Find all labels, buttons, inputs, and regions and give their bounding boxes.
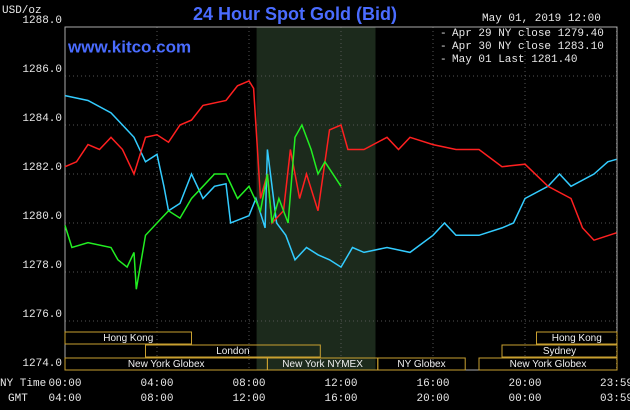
y-tick-label: 1278.0	[22, 260, 62, 272]
y-tick-label: 1274.0	[22, 358, 62, 370]
session-label: London	[216, 346, 249, 357]
x2-tick-label: 03:59	[600, 393, 630, 405]
legend-marker: -	[440, 41, 447, 53]
x2-tick-label: 12:00	[232, 393, 265, 405]
session-label: Hong Kong	[103, 333, 153, 344]
series-line	[64, 123, 342, 290]
x-tick-label: 16:00	[416, 378, 449, 390]
y-tick-label: 1276.0	[22, 309, 62, 321]
y-tick-label: 1288.0	[22, 15, 62, 27]
x-tick-label: 08:00	[232, 378, 265, 390]
x2-tick-label: 16:00	[324, 393, 357, 405]
session-label: New York NYMEX	[282, 359, 363, 370]
session-box	[377, 357, 466, 371]
legend-label: Apr 30 NY close 1283.10	[452, 41, 604, 53]
x2-tick-label: 08:00	[140, 393, 173, 405]
session-box	[145, 344, 321, 358]
highlight-band	[256, 27, 376, 370]
session-label: Sydney	[543, 346, 576, 357]
y-tick-label: 1284.0	[22, 113, 62, 125]
y-tick-label: 1280.0	[22, 211, 62, 223]
series-line	[64, 79, 617, 242]
timestamp: May 01, 2019 12:00	[482, 13, 601, 25]
legend-label: May 01 Last 1281.40	[452, 54, 577, 66]
x-tick-label: 00:00	[48, 378, 81, 390]
x2-axis-label: GMT	[8, 393, 28, 405]
chart-title: 24 Hour Spot Gold (Bid)	[193, 4, 397, 24]
x-tick-label: 04:00	[140, 378, 173, 390]
y-tick-label: 1282.0	[22, 162, 62, 174]
x-axis-label: NY Time	[0, 378, 46, 390]
series-line	[64, 94, 617, 269]
x-tick-label: 12:00	[324, 378, 357, 390]
legend-marker: -	[440, 54, 447, 66]
x-tick-label: 20:00	[508, 378, 541, 390]
x2-tick-label: 04:00	[48, 393, 81, 405]
y-tick-label: 1286.0	[22, 64, 62, 76]
x-tick-label: 23:59	[600, 378, 630, 390]
y-axis-label: USD/oz	[2, 5, 42, 17]
session-box	[64, 331, 192, 345]
legend-marker: -	[440, 28, 447, 40]
x2-tick-label: 20:00	[416, 393, 449, 405]
legend-label: Apr 29 NY close 1279.40	[452, 28, 604, 40]
source: www.kitco.com	[67, 37, 191, 56]
session-box	[501, 344, 618, 358]
session-box	[536, 331, 618, 345]
x2-tick-label: 00:00	[508, 393, 541, 405]
session-label: New York Globex	[510, 359, 587, 370]
session-box	[478, 357, 618, 371]
session-label: New York Globex	[128, 359, 205, 370]
session-label: Hong Kong	[552, 333, 602, 344]
session-label: NY Globex	[397, 359, 445, 370]
